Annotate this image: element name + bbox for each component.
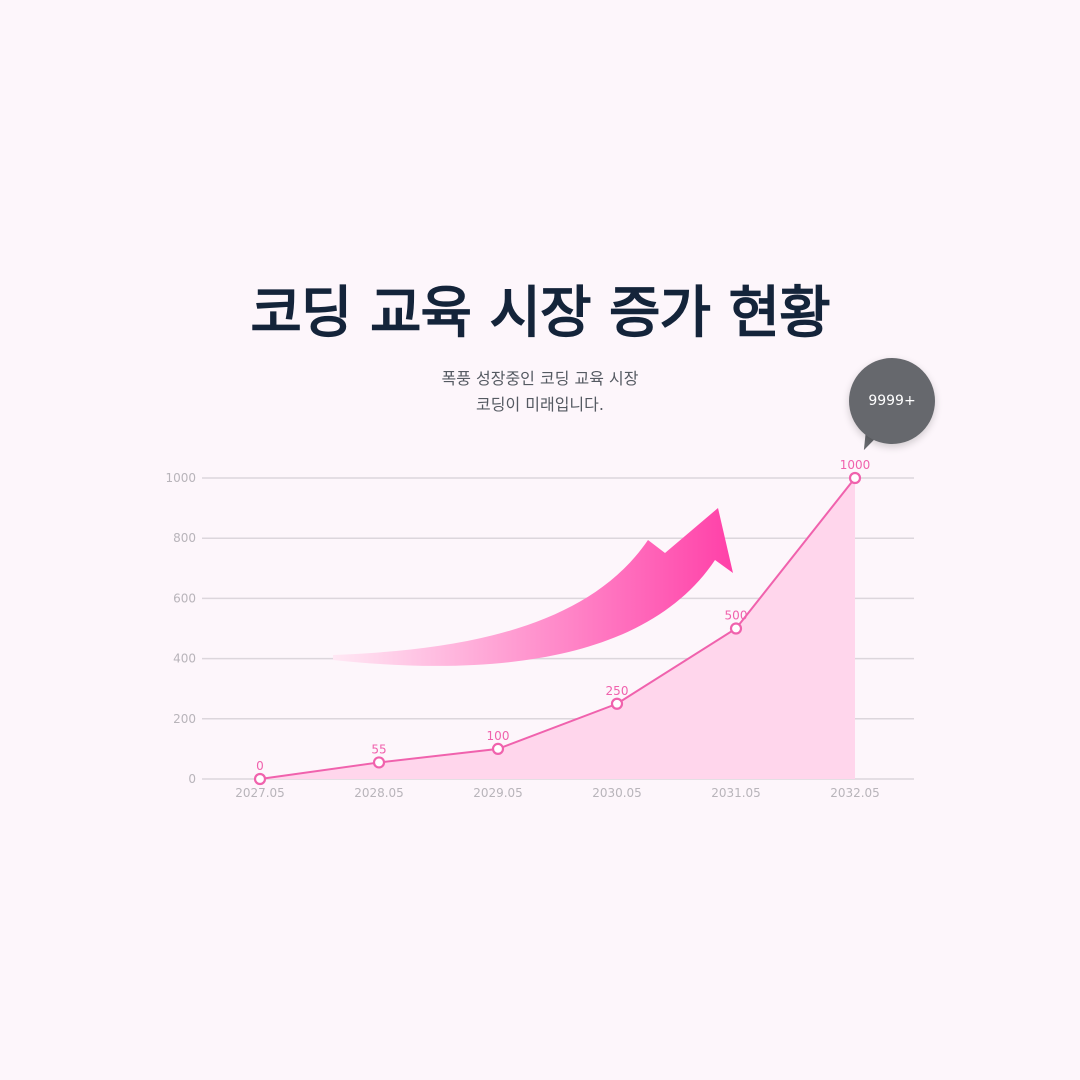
x-tick-label: 2029.05: [473, 786, 523, 800]
y-tick-label: 1000: [165, 471, 196, 485]
data-point-marker: [253, 772, 267, 786]
series-area: [260, 478, 855, 779]
x-tick-label: 2027.05: [235, 786, 285, 800]
data-label: 55: [371, 742, 386, 756]
data-label: 500: [725, 609, 748, 623]
data-label: 250: [606, 684, 629, 698]
x-tick-label: 2028.05: [354, 786, 404, 800]
data-label: 0: [256, 759, 264, 773]
y-tick-label: 600: [173, 591, 196, 605]
count-badge-label: 9999+: [868, 393, 916, 409]
data-point-marker: [729, 622, 743, 635]
data-point-marker: [848, 471, 862, 485]
y-tick-label: 200: [173, 712, 196, 726]
x-tick-label: 2030.05: [592, 786, 642, 800]
subtitle-line-1: 폭풍 성장중인 코딩 교육 시장: [441, 369, 639, 388]
x-tick-label: 2032.05: [830, 786, 880, 800]
y-tick-label: 800: [173, 531, 196, 545]
series-line: [259, 477, 856, 780]
data-label: 100: [487, 729, 510, 743]
data-point-marker: [372, 756, 386, 769]
data-label: 1000: [840, 458, 871, 472]
data-point-marker: [491, 742, 505, 756]
y-tick-label: 0: [188, 772, 196, 786]
y-tick-label: 400: [173, 652, 196, 666]
data-point-marker: [610, 697, 624, 710]
subtitle: 폭풍 성장중인 코딩 교육 시장 코딩이 미래입니다.: [0, 366, 1080, 418]
subtitle-line-2: 코딩이 미래입니다.: [476, 395, 604, 414]
count-badge: [849, 358, 935, 444]
x-tick-label: 2031.05: [711, 786, 761, 800]
page-title: 코딩 교육 시장 증가 현황: [250, 281, 830, 346]
growth-arrow: [333, 508, 733, 666]
